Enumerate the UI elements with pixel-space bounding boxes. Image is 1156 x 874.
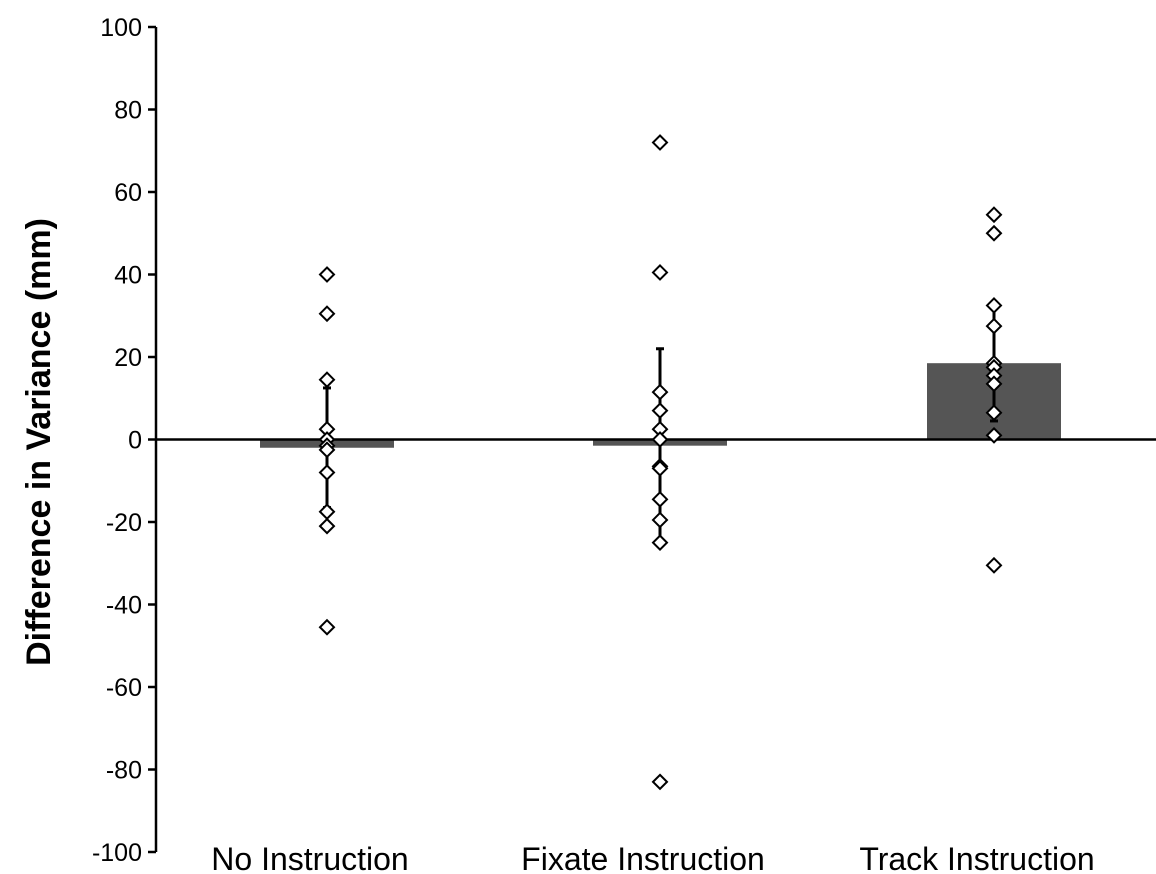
y-tick-label: 80 bbox=[114, 97, 142, 125]
y-tick-label: 60 bbox=[114, 179, 142, 207]
data-point-marker bbox=[651, 490, 669, 508]
y-tick-label: 20 bbox=[114, 344, 142, 372]
data-point-marker bbox=[318, 618, 336, 636]
y-tick-label: -80 bbox=[106, 757, 142, 785]
y-axis-title: Difference in Variance (mm) bbox=[20, 218, 58, 666]
data-point-marker bbox=[651, 459, 669, 477]
category-label: Fixate Instruction bbox=[521, 841, 765, 874]
data-point-marker bbox=[985, 297, 1003, 314]
data-point-marker bbox=[651, 773, 669, 791]
data-point-marker bbox=[985, 426, 1003, 444]
y-tick-label: 40 bbox=[114, 262, 142, 290]
y-tick-label: -100 bbox=[92, 839, 142, 867]
y-ticks-layer: 100 80 60 40 20 0 -20 -40 -60 -80 -100 bbox=[92, 14, 156, 867]
data-point-marker bbox=[651, 402, 669, 420]
data-point-marker bbox=[985, 224, 1003, 242]
y-tick-label: -40 bbox=[106, 592, 142, 620]
y-tick-label: -20 bbox=[106, 509, 142, 537]
y-tick-label: 0 bbox=[128, 427, 142, 455]
data-point-marker bbox=[985, 404, 1003, 422]
data-point-marker bbox=[318, 305, 336, 323]
category-label: No Instruction bbox=[211, 841, 408, 874]
data-points-layer bbox=[318, 134, 1003, 791]
data-point-marker bbox=[651, 431, 669, 448]
data-point-marker bbox=[318, 517, 336, 535]
data-point-marker bbox=[985, 556, 1003, 574]
category-label: Track Instruction bbox=[859, 841, 1094, 874]
data-point-marker bbox=[985, 317, 1003, 335]
data-point-marker bbox=[651, 383, 669, 401]
data-point-marker bbox=[651, 134, 669, 151]
data-point-marker bbox=[318, 464, 336, 481]
data-point-marker bbox=[651, 264, 669, 281]
data-point-marker bbox=[985, 375, 1003, 393]
data-point-marker bbox=[985, 206, 1003, 224]
y-tick-label: -60 bbox=[106, 674, 142, 702]
y-tick-label: 100 bbox=[100, 14, 142, 42]
data-point-marker bbox=[318, 441, 336, 459]
data-point-marker bbox=[318, 266, 336, 283]
data-point-marker bbox=[318, 503, 336, 521]
category-labels-layer: No Instruction Fixate Instruction Track In… bbox=[211, 841, 1094, 874]
data-point-marker bbox=[651, 511, 669, 529]
data-point-marker bbox=[318, 371, 336, 389]
data-point-marker bbox=[651, 534, 669, 552]
